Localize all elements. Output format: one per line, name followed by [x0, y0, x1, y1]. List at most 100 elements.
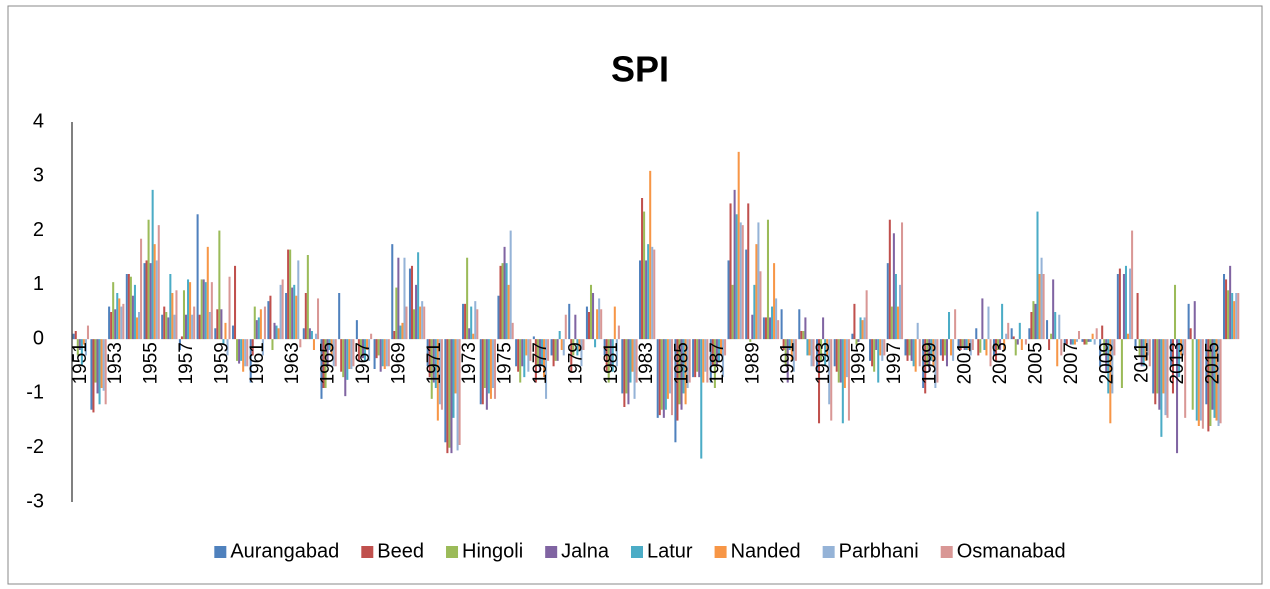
bar: [534, 339, 537, 383]
bar: [839, 339, 842, 383]
bar: [138, 312, 141, 340]
bar: [114, 309, 117, 340]
bar: [489, 339, 492, 399]
bar: [399, 325, 402, 340]
bar: [135, 317, 139, 340]
bar: [939, 339, 942, 356]
bar: [969, 339, 972, 356]
bar: [800, 331, 803, 340]
bar: [613, 306, 616, 340]
bar: [454, 339, 457, 394]
bar: [633, 339, 636, 399]
bar: [413, 309, 416, 340]
bar: [364, 339, 367, 361]
bar: [198, 314, 201, 340]
bar: [747, 203, 750, 340]
bar: [242, 339, 245, 372]
bar: [934, 339, 937, 388]
bar: [692, 339, 695, 378]
bar: [853, 303, 856, 340]
bar: [458, 339, 461, 445]
bar: [397, 257, 400, 340]
bar: [1101, 325, 1104, 340]
bar: [552, 339, 555, 367]
bar: [521, 339, 524, 367]
bar: [355, 320, 358, 340]
bar: [1030, 312, 1033, 340]
bar: [961, 339, 964, 348]
bar: [780, 309, 783, 340]
bar: [269, 295, 272, 340]
bar: [1001, 303, 1004, 340]
bar: [151, 189, 154, 340]
bar: [187, 279, 190, 340]
bar: [983, 339, 986, 350]
bar: [385, 339, 388, 367]
bar: [419, 306, 422, 340]
bar: [423, 306, 426, 340]
bar: [1012, 336, 1015, 340]
bar: [623, 339, 626, 407]
bar: [275, 325, 278, 340]
bar: [328, 339, 331, 350]
bar: [745, 249, 748, 340]
bar: [273, 322, 276, 340]
bar: [295, 295, 298, 340]
bar: [948, 312, 951, 340]
bar: [430, 339, 433, 399]
bar: [1213, 339, 1216, 418]
legend-marker: [361, 546, 374, 558]
bar: [415, 284, 418, 340]
bar: [1048, 339, 1051, 350]
bar: [438, 339, 441, 405]
bar: [1073, 339, 1076, 345]
bar: [1193, 301, 1196, 340]
bar: [1229, 265, 1232, 340]
bar: [682, 339, 685, 394]
bar: [629, 339, 632, 383]
x-tick-label: 1975: [495, 342, 516, 384]
x-tick-label: 1957: [176, 342, 197, 384]
x-tick-label: 1983: [636, 342, 657, 384]
bar: [875, 339, 878, 350]
bar: [98, 339, 101, 405]
bar: [485, 339, 488, 410]
bar: [684, 339, 687, 405]
bar: [653, 249, 656, 340]
bar: [869, 339, 872, 361]
bar: [472, 333, 475, 340]
bar: [605, 339, 608, 372]
bar: [766, 219, 769, 340]
bar: [532, 336, 535, 340]
bar: [580, 339, 583, 367]
bar: [656, 339, 659, 418]
bar: [277, 328, 280, 340]
bar: [598, 298, 601, 340]
bar: [830, 339, 833, 421]
bar: [214, 328, 217, 340]
bar: [550, 339, 553, 356]
bar: [735, 214, 738, 340]
bar: [171, 293, 174, 340]
bar: [1014, 339, 1017, 356]
bar: [896, 306, 899, 340]
bar: [125, 274, 128, 340]
bar: [357, 339, 360, 361]
bar: [828, 339, 831, 405]
bar: [267, 301, 270, 340]
bar: [715, 339, 718, 367]
bar: [361, 339, 364, 359]
bar: [408, 268, 411, 340]
bar: [1225, 279, 1228, 340]
bar: [815, 339, 819, 372]
bar: [1111, 339, 1114, 394]
bar: [324, 339, 327, 388]
bar: [1095, 328, 1098, 340]
bar: [261, 339, 264, 356]
bar: [348, 339, 351, 369]
x-tick-label: 2005: [1025, 342, 1046, 384]
bar: [202, 279, 205, 340]
bar: [344, 339, 347, 397]
bar: [1007, 322, 1010, 340]
